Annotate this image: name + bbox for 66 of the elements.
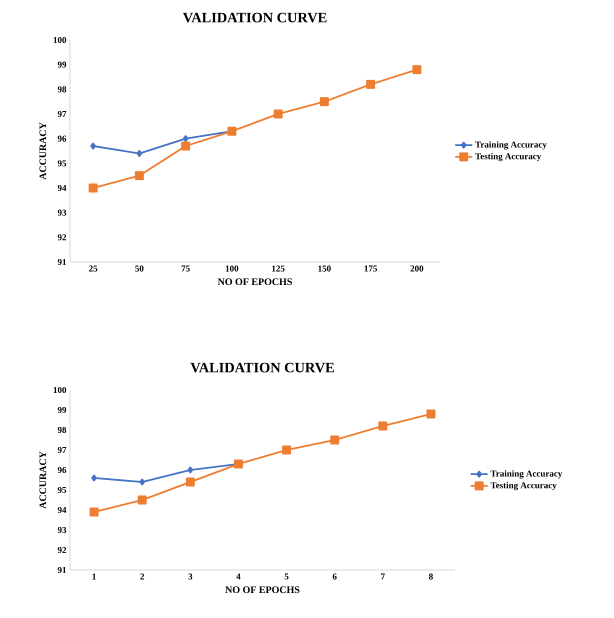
legend-label: Testing Accuracy [475, 152, 542, 162]
chart-title: VALIDATION CURVE [190, 362, 334, 373]
y-tick-label: 97 [58, 110, 66, 118]
x-tick-label: 8 [428, 574, 433, 580]
point [378, 422, 388, 430]
y-tick-label: 98 [58, 426, 66, 434]
x-tick-label: 50 [135, 266, 144, 272]
y-tick-label: 100 [54, 386, 66, 394]
legend-label: Training Accuracy [475, 141, 547, 150]
y-tick-label: 98 [58, 86, 66, 92]
x-axis-title: NO OF EPOCHS [218, 278, 292, 286]
point [90, 142, 96, 150]
point [366, 80, 376, 89]
y-tick-label: 93 [58, 526, 66, 534]
y-tick-label: 95 [58, 486, 66, 494]
x-tick-label: 7 [381, 574, 385, 580]
point [90, 508, 99, 516]
x-tick-label: 2 [140, 574, 144, 580]
point [330, 436, 340, 444]
point [282, 446, 292, 454]
x-tick-label: 200 [410, 266, 424, 272]
point [320, 97, 329, 106]
point [91, 474, 97, 482]
point [136, 150, 142, 157]
y-tick-label: 96 [58, 136, 66, 142]
point [139, 478, 146, 486]
y-tick-label: 99 [58, 406, 66, 414]
point [187, 466, 194, 474]
y-tick-label: 97 [58, 446, 66, 454]
x-tick-label: 75 [182, 266, 190, 272]
x-tick-label: 175 [364, 266, 378, 272]
y-tick-label: 92 [58, 546, 66, 554]
x-tick-label: 150 [318, 266, 331, 272]
point [138, 496, 147, 504]
y-tick-label: 94 [58, 184, 66, 192]
y-axis-title: ACCURACY [40, 122, 46, 180]
y-tick-label: 91 [58, 566, 66, 574]
point [426, 410, 436, 418]
point [186, 478, 195, 486]
point [88, 184, 98, 192]
x-tick-label: 125 [272, 266, 285, 272]
x-tick-label: 3 [188, 574, 192, 580]
y-tick-label: 100 [54, 36, 66, 44]
point [181, 142, 190, 151]
point [134, 171, 144, 180]
y-tick-label: 92 [58, 234, 66, 240]
point [412, 65, 422, 74]
x-axis-title: NO OF EPOCHS [225, 586, 300, 594]
x-tick-label: 4 [236, 574, 241, 580]
y-tick-label: 99 [58, 62, 66, 68]
point [274, 110, 283, 118]
y-tick-label: 95 [58, 160, 66, 166]
x-tick-label: 25 [89, 266, 98, 272]
y-tick-label: 93 [58, 210, 66, 216]
y-tick-label: 91 [58, 258, 66, 266]
x-tick-label: 1 [92, 574, 96, 580]
point [182, 135, 188, 142]
x-tick-label: 100 [226, 266, 238, 272]
y-tick-label: 96 [58, 466, 66, 474]
legend-label: Training Accuracy [490, 470, 562, 478]
legend-label: Testing Accuracy [490, 482, 557, 490]
x-tick-label: 6 [332, 574, 337, 580]
y-tick-label: 94 [58, 506, 66, 514]
x-tick-label: 5 [284, 574, 288, 580]
y-axis-title: ACCURACY [40, 451, 46, 509]
chart-title: VALIDATION CURVE [182, 12, 326, 22]
